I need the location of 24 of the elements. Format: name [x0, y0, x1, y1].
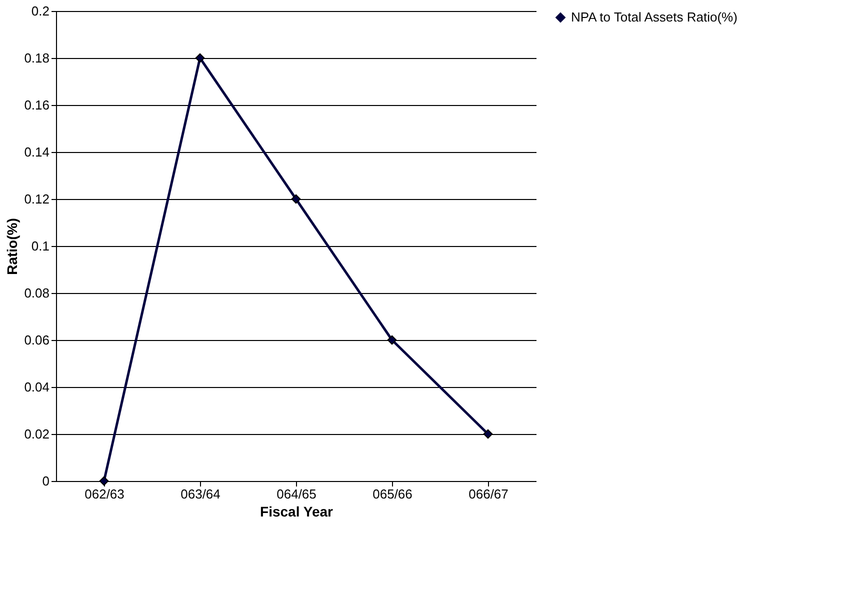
y-tick-label: 0.04 [24, 380, 50, 394]
y-tick-label: 0 [42, 474, 50, 488]
y-tick-label: 0.08 [24, 286, 50, 300]
x-tick-label: 066/67 [468, 486, 508, 502]
x-tick-label: 064/65 [276, 486, 316, 502]
y-tick-label: 0.16 [24, 98, 50, 112]
y-tick-label: 0.1 [31, 238, 50, 254]
point [99, 476, 109, 486]
y-tick-label: 0.18 [24, 50, 50, 66]
x-axis-title: Fiscal Year [260, 504, 334, 520]
y-tick-label: 0.2 [31, 4, 50, 18]
point [483, 429, 493, 439]
x-tick-label: 062/63 [84, 486, 124, 502]
legend-label: NPA to Total Assets Ratio(%) [571, 10, 738, 24]
y-tick-label: 0.14 [24, 144, 50, 160]
point [387, 335, 397, 345]
point [291, 194, 301, 204]
y-tick-label: 0.12 [24, 192, 50, 206]
point [195, 53, 205, 63]
x-tick-label: 065/66 [372, 486, 412, 502]
y-tick-label: 0.06 [24, 332, 50, 348]
x-tick-label: 063/64 [180, 486, 220, 502]
y-tick-label: 0.02 [24, 426, 50, 442]
y-axis-title: Ratio(%) [4, 218, 20, 275]
